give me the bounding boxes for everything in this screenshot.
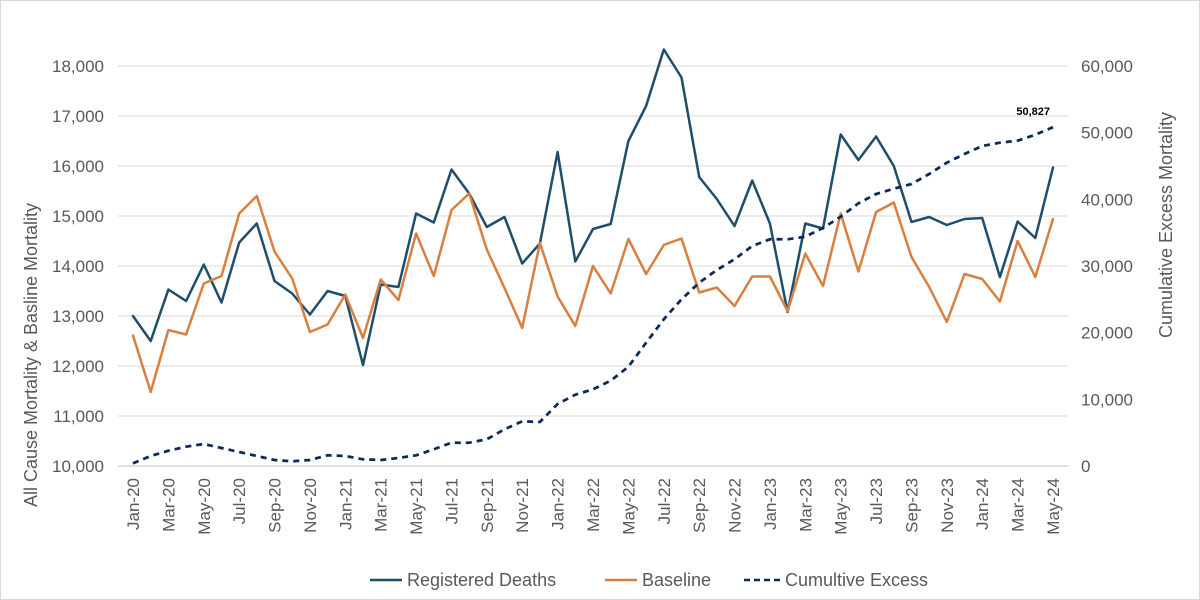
x-tick-label: Jan-21 xyxy=(336,478,355,530)
y-axis-left: 10,000 11,000 12,000 13,000 14,000 15,000 16,0… xyxy=(52,57,104,476)
y-right-tick-label: 50,000 xyxy=(1081,124,1133,143)
x-tick-label: Jan-22 xyxy=(549,478,568,530)
x-tick-label: Jan-20 xyxy=(124,478,143,530)
x-tick-label: May-24 xyxy=(1044,478,1063,535)
y-right-tick-label: 60,000 xyxy=(1081,57,1133,76)
legend-label-registered-deaths: Registered Deaths xyxy=(407,570,556,590)
x-tick-label: Sep-22 xyxy=(690,478,709,533)
legend-label-cumulative-excess: Cumultive Excess xyxy=(785,570,928,590)
y-left-tick-label: 10,000 xyxy=(52,457,104,476)
x-tick-label: Nov-20 xyxy=(301,478,320,533)
y-right-tick-label: 0 xyxy=(1081,457,1090,476)
annotations: 50,827 xyxy=(1016,106,1050,118)
x-tick-label: May-21 xyxy=(407,478,426,535)
x-tick-label: Mar-21 xyxy=(372,478,391,532)
x-axis: Jan-20 Mar-20 May-20 Jul-20 Sep-20 Nov-20 Jan-… xyxy=(118,465,1068,535)
y-left-tick-label: 15,000 xyxy=(52,207,104,226)
y-left-tick-label: 11,000 xyxy=(53,407,104,426)
x-tick-label: May-23 xyxy=(832,478,851,535)
y-axis-left-title: All Cause Mortality & Basline Mortality xyxy=(21,203,41,507)
y-axis-right-title: Cumulative Excess Mortality xyxy=(1156,112,1176,338)
series-line-cumultive-excess xyxy=(132,125,1054,465)
legend: Registered Deaths Baseline Cumultive Exc… xyxy=(370,570,928,590)
y-right-tick-label: 30,000 xyxy=(1081,257,1133,276)
series-line-registered-deaths xyxy=(131,48,1055,367)
x-tick-label: May-22 xyxy=(619,478,638,535)
x-tick-label: Sep-21 xyxy=(478,478,497,533)
y-right-tick-label: 20,000 xyxy=(1081,324,1133,343)
y-left-tick-label: 16,000 xyxy=(52,157,104,176)
x-tick-label: Mar-22 xyxy=(584,478,603,532)
y-left-tick-label: 13,000 xyxy=(52,307,104,326)
gridlines xyxy=(118,65,1068,417)
x-tick-label: Sep-20 xyxy=(266,478,285,533)
series-layer xyxy=(131,48,1055,465)
series-line-baseline xyxy=(131,192,1055,394)
x-tick-label: Mar-23 xyxy=(796,478,815,532)
y-left-tick-label: 14,000 xyxy=(52,257,104,276)
y-right-tick-label: 40,000 xyxy=(1081,190,1133,209)
x-tick-label: Mar-20 xyxy=(159,478,178,532)
x-tick-label: Jul-23 xyxy=(867,478,886,524)
y-left-tick-label: 12,000 xyxy=(52,357,104,376)
x-tick-label: Mar-24 xyxy=(1009,478,1028,532)
x-tick-label: Jul-21 xyxy=(442,478,461,524)
y-left-tick-label: 18,000 xyxy=(52,57,104,76)
x-tick-label: Nov-23 xyxy=(938,478,957,533)
x-tick-label: Jan-24 xyxy=(973,478,992,530)
x-tick-label: Jul-22 xyxy=(655,478,674,524)
data-label: 50,827 xyxy=(1016,106,1050,118)
x-tick-label: Sep-23 xyxy=(902,478,921,533)
x-tick-label: Nov-21 xyxy=(513,478,532,533)
legend-label-baseline: Baseline xyxy=(642,570,711,590)
x-tick-label: May-20 xyxy=(195,478,214,535)
x-tick-label: Jul-20 xyxy=(230,478,249,524)
x-tick-label: Nov-22 xyxy=(726,478,745,533)
y-right-tick-label: 10,000 xyxy=(1081,390,1133,409)
y-left-tick-label: 17,000 xyxy=(52,107,104,126)
y-axis-right: 0 10,000 20,000 30,000 40,000 50,000 60,000 xyxy=(1081,57,1133,476)
x-tick-label: Jan-23 xyxy=(761,478,780,530)
